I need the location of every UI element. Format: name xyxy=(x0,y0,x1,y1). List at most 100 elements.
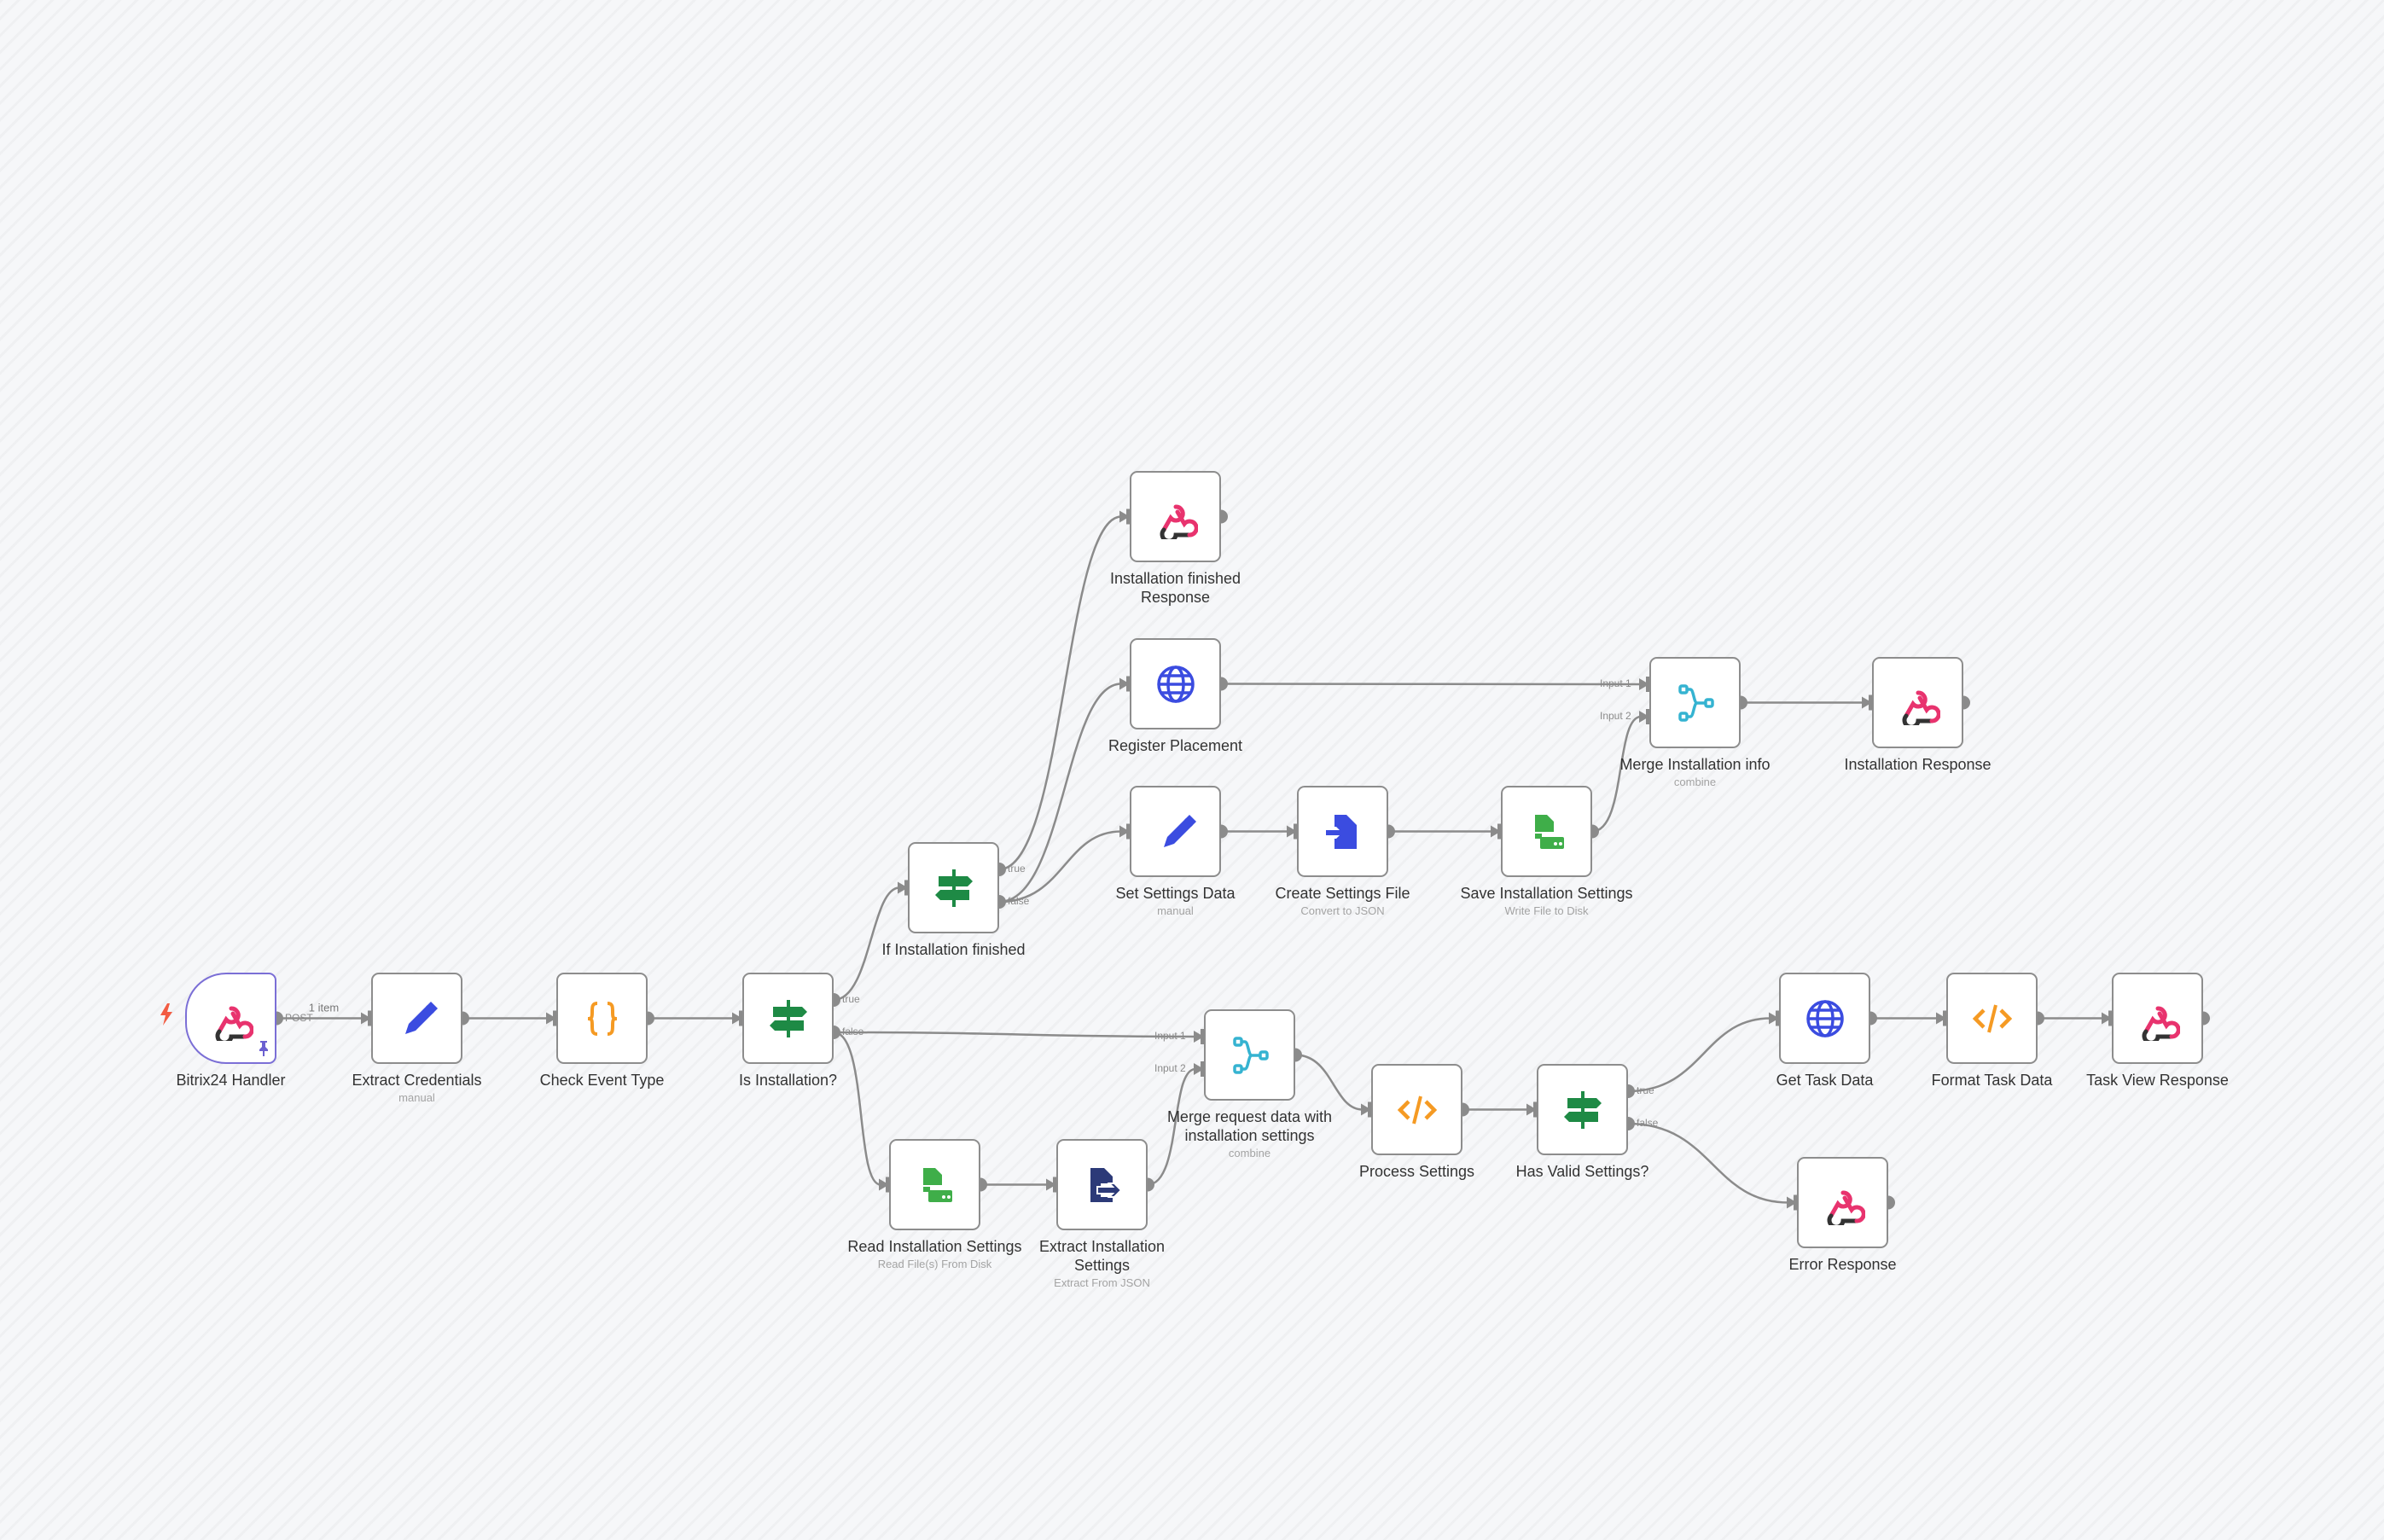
node-title: Process Settings xyxy=(1358,1163,1475,1180)
node-subtitle: Convert to JSON xyxy=(1300,904,1385,917)
file-extract-icon xyxy=(1090,1167,1122,1202)
input-handle[interactable] xyxy=(1368,1101,1372,1118)
node-register[interactable] xyxy=(1130,638,1221,729)
input-handle[interactable] xyxy=(1646,677,1650,692)
input-handle[interactable] xyxy=(1646,709,1650,724)
connection-ifFinished-to-finishedResp[interactable] xyxy=(998,515,1122,871)
pin-icon xyxy=(258,1041,270,1061)
trigger-lightning-icon xyxy=(160,1003,173,1032)
input-handle[interactable] xyxy=(1201,1029,1205,1044)
node-label: Get Task Data xyxy=(1723,1071,1928,1090)
signpost-icon xyxy=(934,869,973,907)
connection-ifFinished-to-register[interactable] xyxy=(998,683,1122,904)
input-handle[interactable] xyxy=(1201,1061,1205,1077)
node-subtitle: Read File(s) From Disk xyxy=(877,1258,992,1270)
input-handle[interactable] xyxy=(904,880,909,896)
connection-isInst-to-ifFinished[interactable] xyxy=(833,886,900,1002)
file-disk-icon xyxy=(1534,814,1564,849)
node-subtitle: manual xyxy=(398,1091,435,1104)
node-isInst[interactable] xyxy=(742,973,834,1064)
input-handle[interactable] xyxy=(1794,1194,1798,1211)
node-title: Is Installation? xyxy=(738,1072,838,1089)
node-title: Read Installation Settings xyxy=(847,1238,1022,1255)
node-taskView[interactable] xyxy=(2112,973,2203,1064)
node-errorResp[interactable] xyxy=(1797,1157,1888,1248)
connection-hasValid-to-getTask[interactable] xyxy=(1627,1017,1771,1093)
connection-isInst-to-readSettings[interactable] xyxy=(833,1031,881,1186)
node-formatTask[interactable] xyxy=(1946,973,2038,1064)
input-handle[interactable] xyxy=(1776,1010,1780,1026)
node-label: Has Valid Settings? xyxy=(1480,1162,1685,1181)
node-title: Extract Installation Settings xyxy=(1038,1238,1166,1274)
node-createFile[interactable] xyxy=(1297,786,1388,877)
input-handle[interactable] xyxy=(553,1010,557,1026)
input-handle[interactable] xyxy=(1294,823,1298,840)
connection-saveSettings-to-mergeInst[interactable] xyxy=(1591,715,1642,833)
node-label: Check Event Type xyxy=(500,1071,705,1090)
node-readSettings[interactable] xyxy=(889,1139,980,1230)
node-installResp[interactable] xyxy=(1872,657,1963,748)
node-title: Extract Credentials xyxy=(352,1072,482,1089)
node-mergeInst[interactable] xyxy=(1649,657,1741,748)
input-arrow xyxy=(732,1012,742,1025)
connection-hasValid-to-errorResp[interactable] xyxy=(1627,1122,1789,1204)
file-disk-icon xyxy=(922,1167,952,1202)
node-setSettings[interactable] xyxy=(1130,786,1221,877)
code-icon xyxy=(1397,1095,1437,1124)
node-hasValid[interactable] xyxy=(1537,1064,1628,1155)
input-handle[interactable] xyxy=(1126,508,1131,525)
connection-register-to-mergeInst[interactable] xyxy=(1220,683,1642,686)
globe-icon xyxy=(1805,999,1844,1037)
connection-extractInst-to-mergeReq[interactable] xyxy=(1147,1067,1196,1186)
node-title: Register Placement xyxy=(1108,737,1243,754)
input-handle[interactable] xyxy=(1869,694,1873,711)
input-arrow xyxy=(2102,1012,2112,1025)
edge-item-count: 1 item xyxy=(309,1002,339,1014)
node-title: Set Settings Data xyxy=(1115,885,1236,902)
signpost-icon xyxy=(769,999,807,1037)
input-handle[interactable] xyxy=(1533,1101,1538,1118)
input-handle[interactable] xyxy=(368,1010,372,1026)
merge-icon xyxy=(1678,683,1714,722)
webhook-icon xyxy=(2142,1006,2180,1041)
connection-ifFinished-to-setSettings[interactable] xyxy=(998,830,1122,904)
file-convert-icon xyxy=(1325,814,1357,849)
input-handle[interactable] xyxy=(1126,823,1131,840)
node-extractInst[interactable] xyxy=(1056,1139,1148,1230)
node-saveSettings[interactable] xyxy=(1501,786,1592,877)
signpost-icon xyxy=(1563,1090,1602,1129)
input-arrow xyxy=(1491,825,1501,838)
node-process[interactable] xyxy=(1371,1064,1462,1155)
input-label: Input 1 xyxy=(1154,1030,1186,1042)
node-getTask[interactable] xyxy=(1779,973,1870,1064)
node-label: Process Settings xyxy=(1315,1162,1520,1181)
input-handle[interactable] xyxy=(739,1010,743,1026)
node-label: Register Placement xyxy=(1073,736,1278,755)
node-label: Error Response xyxy=(1741,1255,1945,1274)
node-label: Installation finished Response xyxy=(1099,569,1253,607)
input-handle[interactable] xyxy=(1943,1010,1947,1026)
input-handle[interactable] xyxy=(886,1177,890,1193)
input-handle[interactable] xyxy=(1053,1177,1057,1193)
input-handle[interactable] xyxy=(2108,1010,2113,1026)
connection-mergeReq-to-process[interactable] xyxy=(1294,1054,1364,1111)
node-bitrix[interactable] xyxy=(185,973,276,1064)
input-arrow xyxy=(1769,1012,1779,1025)
node-title: Installation finished Response xyxy=(1109,570,1241,606)
node-mergeReq[interactable] xyxy=(1204,1009,1295,1101)
node-label: If Installation finished xyxy=(852,940,1056,959)
node-label: Save Installation Settings Write File to … xyxy=(1445,884,1649,920)
node-finishedResp[interactable] xyxy=(1130,471,1221,562)
node-extractCred[interactable] xyxy=(371,973,462,1064)
node-checkEvent[interactable] xyxy=(556,973,648,1064)
input-handle[interactable] xyxy=(1126,676,1131,692)
node-title: Task View Response xyxy=(2086,1072,2229,1089)
input-arrow xyxy=(1119,825,1130,838)
node-label: Installation Response xyxy=(1816,755,2021,774)
output-label: false xyxy=(1637,1117,1659,1129)
input-handle[interactable] xyxy=(1497,823,1502,840)
connection-isInst-to-mergeReq[interactable] xyxy=(833,1031,1196,1038)
input-arrow xyxy=(1287,825,1297,838)
node-ifFinished[interactable] xyxy=(908,842,999,933)
